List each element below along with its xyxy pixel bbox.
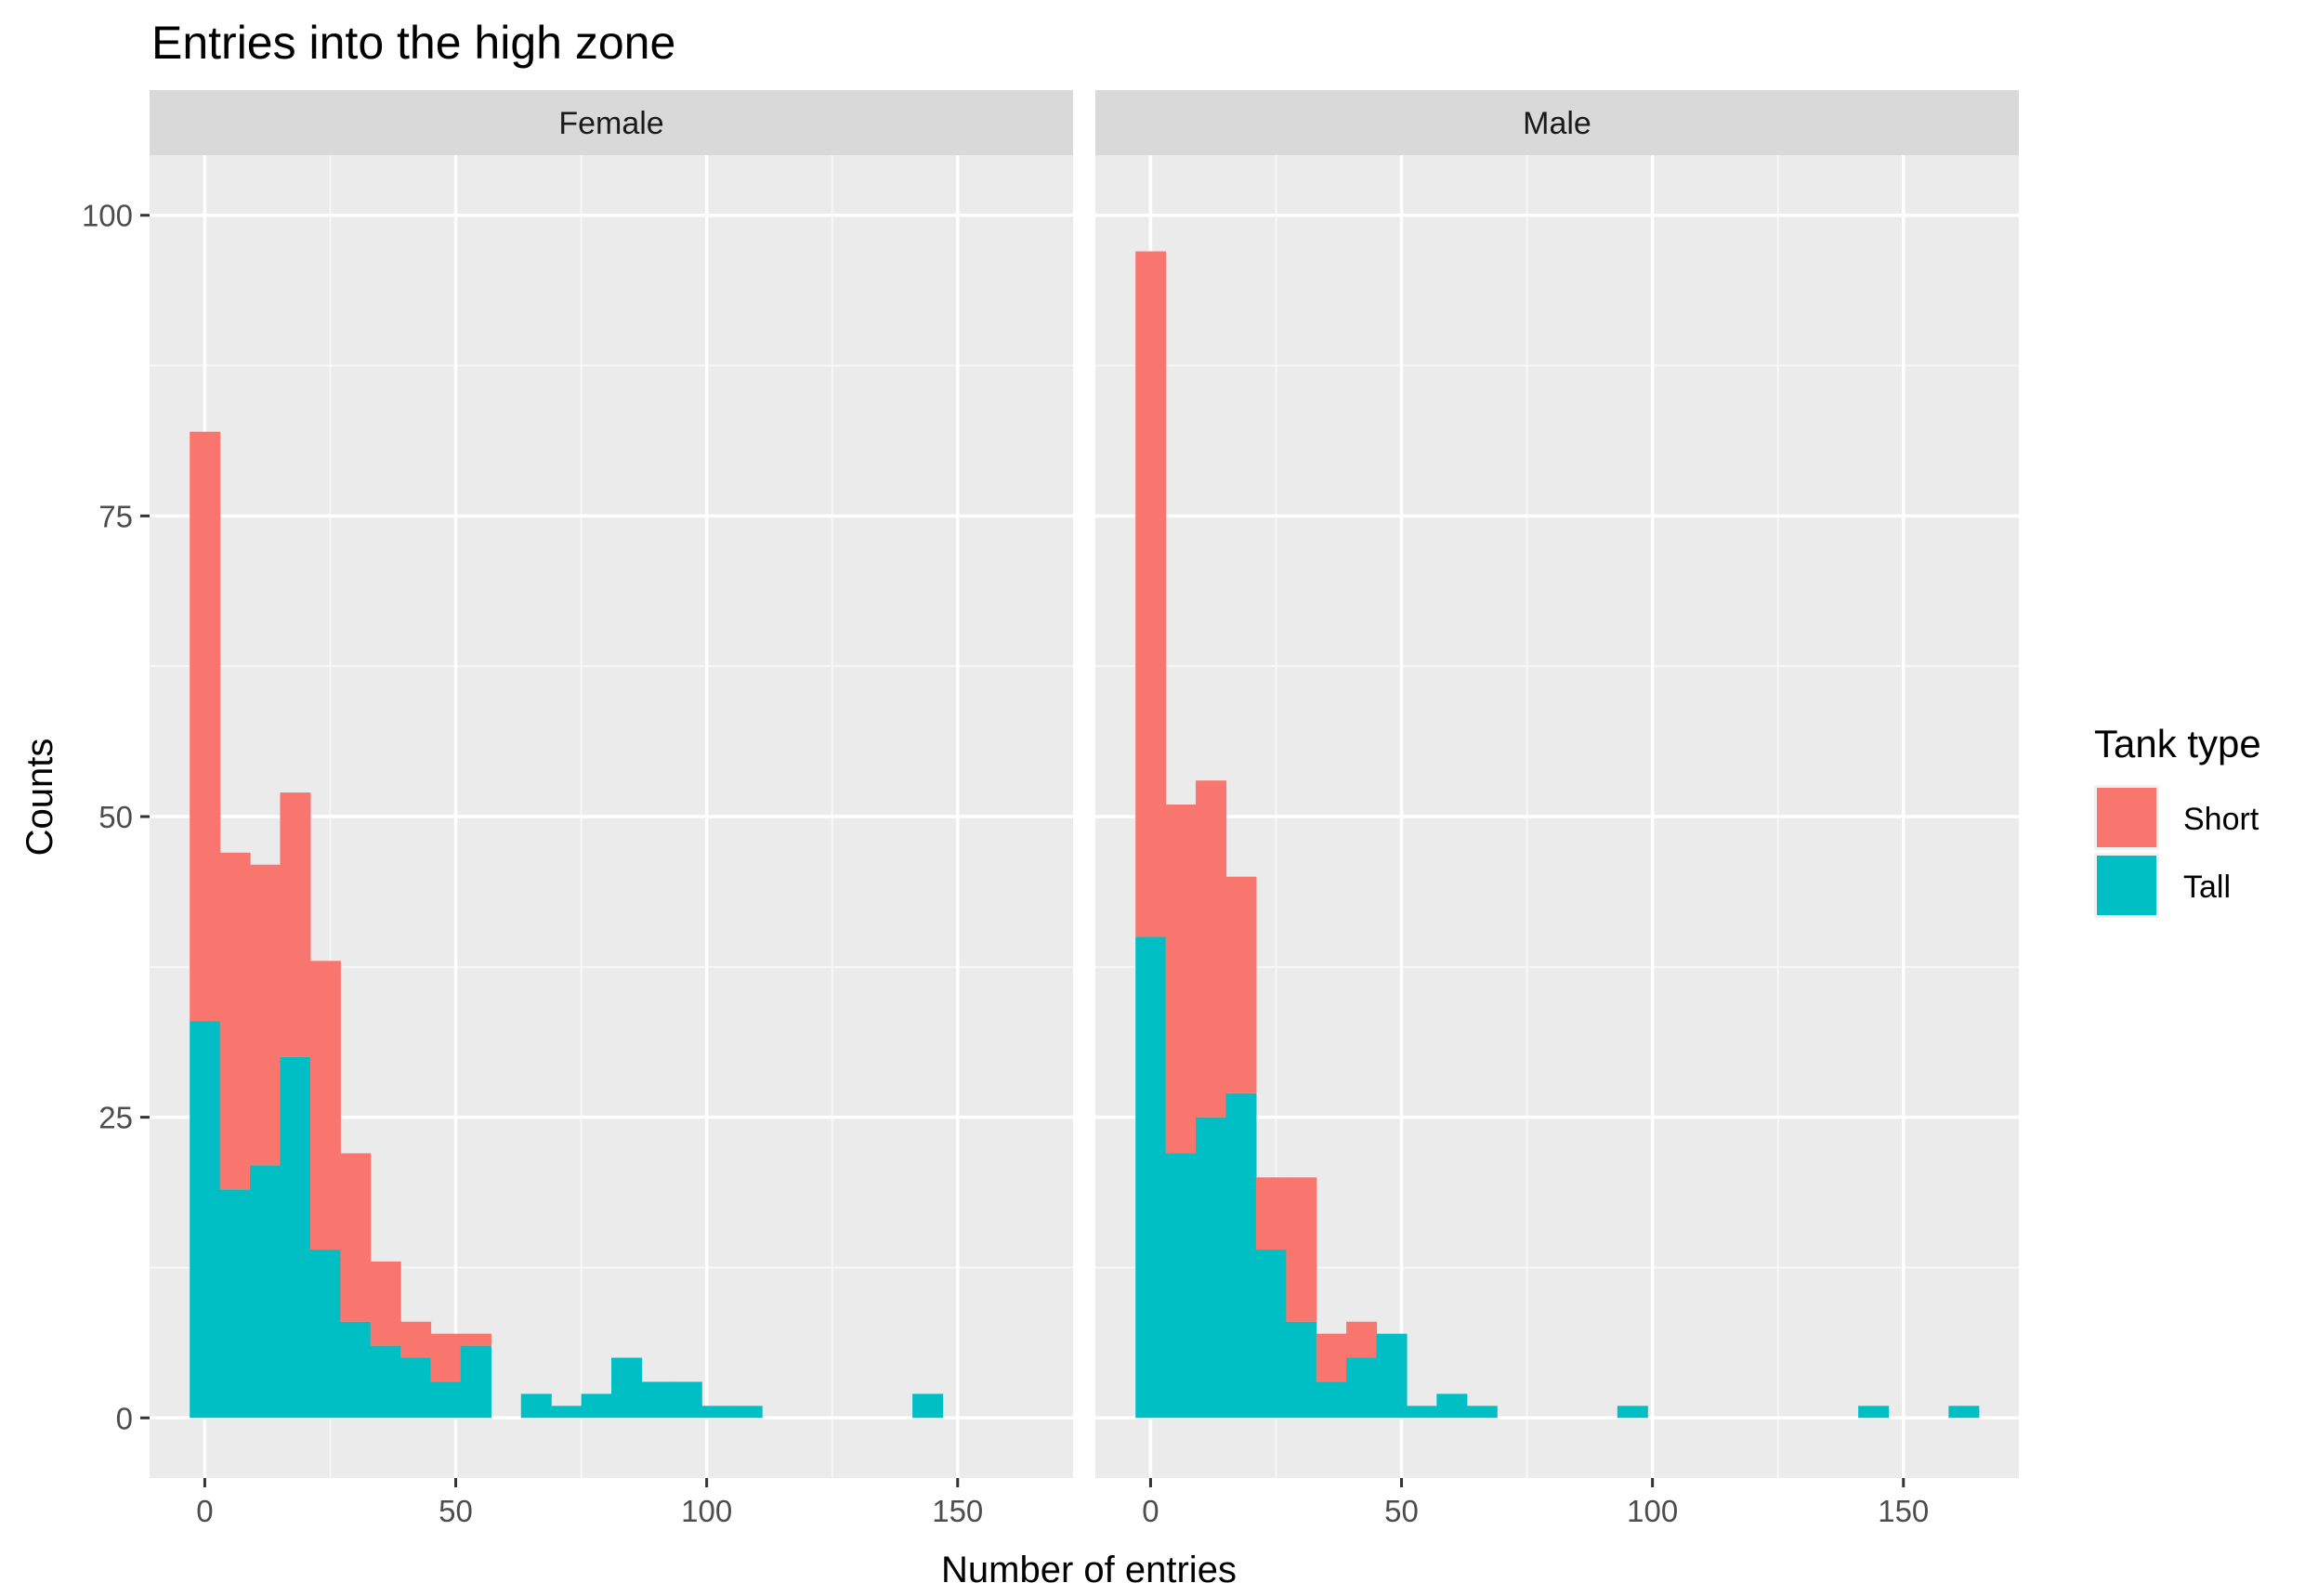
bar-tall: [1316, 1381, 1347, 1419]
bar-tall: [219, 1189, 251, 1419]
bar-tall: [1948, 1406, 1980, 1419]
bar-tall: [1135, 936, 1167, 1419]
y-tick-label: 100: [82, 199, 133, 233]
bar-tall: [1406, 1406, 1437, 1419]
bar-tall: [671, 1381, 702, 1419]
bar-short: [370, 1261, 401, 1346]
bar-tall: [1255, 1249, 1287, 1419]
bar-short: [1165, 805, 1197, 1154]
x-tick-label: 50: [439, 1494, 473, 1528]
bar-tall: [250, 1165, 282, 1419]
x-tick-label: 150: [1878, 1494, 1929, 1528]
y-axis-title: Counts: [20, 739, 60, 857]
bar-tall: [430, 1381, 462, 1419]
x-axis-male: 0 50 100 150: [1142, 1478, 1929, 1528]
bar-tall: [1466, 1406, 1498, 1419]
bar-tall: [1346, 1357, 1378, 1419]
x-axis-female: 0 50 100 150: [196, 1478, 983, 1528]
bar-tall: [731, 1406, 763, 1419]
strip-label-female: Female: [558, 106, 663, 141]
bar-short: [250, 864, 282, 1166]
x-axis-title: Number of entries: [941, 1550, 1237, 1590]
bar-tall: [400, 1357, 432, 1419]
bar-short: [1196, 780, 1227, 1118]
bar-tall: [1858, 1406, 1890, 1419]
bar-tall: [460, 1345, 491, 1419]
strip-female: [150, 90, 1073, 155]
x-tick-label: 100: [681, 1494, 732, 1528]
bar-tall: [190, 1021, 221, 1419]
bar-tall: [551, 1406, 583, 1419]
x-tick-label: 100: [1627, 1494, 1678, 1528]
legend-swatch-short: [2097, 788, 2156, 847]
bar-short: [1316, 1333, 1347, 1382]
bar-tall: [1165, 1153, 1197, 1419]
y-tick-label: 0: [116, 1401, 133, 1435]
y-axis: 0 25 50 75 100: [82, 199, 150, 1435]
gridlines-female: [150, 155, 1073, 1478]
panel-male: Male 0 50 100 150: [1095, 90, 2019, 1528]
x-tick-label: 50: [1384, 1494, 1419, 1528]
bar-tall: [340, 1321, 372, 1419]
legend-swatch-tall: [2097, 856, 2156, 915]
y-tick-label: 50: [98, 800, 133, 834]
bars-male: [1135, 251, 1980, 1419]
bar-tall: [280, 1056, 311, 1419]
x-tick-label: 0: [1142, 1494, 1159, 1528]
bar-tall: [581, 1393, 612, 1419]
bar-short: [400, 1321, 432, 1358]
bar-short: [1286, 1177, 1317, 1322]
y-tick-label: 25: [98, 1101, 133, 1135]
bar-short: [1135, 251, 1167, 937]
bar-short: [460, 1333, 491, 1346]
bar-short: [309, 961, 341, 1250]
bar-tall: [641, 1381, 673, 1419]
bar-short: [1346, 1321, 1378, 1358]
bar-short: [340, 1153, 372, 1322]
chart-title: Entries into the high zone: [151, 17, 675, 69]
strip-label-male: Male: [1523, 106, 1591, 141]
bar-tall: [1436, 1393, 1468, 1419]
x-tick-label: 0: [196, 1494, 213, 1528]
y-tick-label: 75: [98, 499, 133, 533]
bar-tall: [1225, 1092, 1257, 1419]
legend-title: Tank type: [2094, 722, 2261, 765]
bar-short: [219, 852, 251, 1190]
bar-tall: [701, 1406, 733, 1419]
bar-tall: [912, 1393, 944, 1419]
bar-tall: [611, 1357, 643, 1419]
bar-short: [280, 792, 311, 1057]
strip-male: [1095, 90, 2019, 155]
bar-short: [1225, 876, 1257, 1093]
bar-tall: [309, 1249, 341, 1419]
bar-short: [430, 1333, 462, 1382]
bar-short: [1255, 1177, 1287, 1250]
bar-tall: [1286, 1321, 1317, 1419]
bars-female: [190, 431, 944, 1419]
bar-tall: [1376, 1333, 1408, 1419]
panel-female: Female 0 50 100 150: [150, 90, 1073, 1528]
legend-label-tall: Tall: [2183, 870, 2231, 905]
bar-tall: [1196, 1117, 1227, 1419]
x-tick-label: 150: [932, 1494, 983, 1528]
bar-tall: [1617, 1406, 1648, 1419]
bar-short: [190, 431, 221, 1022]
legend-label-short: Short: [2183, 802, 2259, 837]
legend: Tank type Short Tall: [2094, 722, 2261, 918]
bar-tall: [520, 1393, 552, 1419]
bar-tall: [370, 1345, 401, 1419]
